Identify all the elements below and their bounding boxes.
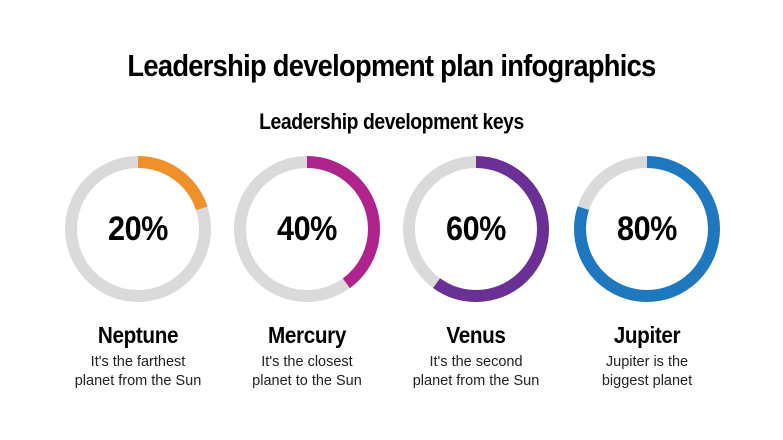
description-line: It's the closest — [261, 354, 353, 370]
item-description: It's the closest planet to the Sun — [222, 353, 392, 391]
item-description: It's the second planet from the Sun — [391, 353, 561, 391]
progress-ring: 80% — [572, 154, 722, 304]
page-subtitle: Leadership development keys — [259, 109, 524, 134]
page-title: Leadership development plan infographics — [127, 48, 656, 83]
description-line: planet from the Sun — [74, 373, 202, 389]
item-name: Venus — [446, 322, 506, 348]
description-line: biggest planet — [601, 373, 693, 389]
item-name: Mercury — [267, 322, 347, 348]
donut-chart-icon — [65, 156, 211, 302]
description-line: It's the farthest — [90, 354, 186, 370]
description-line: It's the second — [429, 354, 523, 370]
progress-item-mercury: 40% Mercury It's the closest planet to t… — [222, 154, 392, 391]
progress-item-neptune: 20% Neptune It's the farthest planet fro… — [53, 154, 223, 391]
description-line: Jupiter is the — [605, 354, 689, 370]
donut-chart-icon — [403, 156, 549, 302]
item-description: It's the farthest planet from the Sun — [53, 353, 223, 391]
item-description: Jupiter is the biggest planet — [562, 353, 732, 391]
description-line: planet to the Sun — [252, 373, 362, 389]
progress-item-venus: 60% Venus It's the second planet from th… — [391, 154, 561, 391]
description-line: planet from the Sun — [412, 373, 540, 389]
percent-label: 20% — [108, 210, 168, 248]
progress-ring: 20% — [63, 154, 213, 304]
progress-ring: 40% — [232, 154, 382, 304]
percent-label: 40% — [277, 210, 337, 248]
item-name: Jupiter — [613, 322, 681, 348]
percent-label: 80% — [617, 210, 677, 248]
progress-ring: 60% — [401, 154, 551, 304]
donut-chart-icon — [574, 156, 720, 302]
item-name: Neptune — [97, 322, 179, 348]
percent-label: 60% — [446, 210, 506, 248]
progress-item-jupiter: 80% Jupiter Jupiter is the biggest plane… — [562, 154, 732, 391]
donut-chart-icon — [234, 156, 380, 302]
